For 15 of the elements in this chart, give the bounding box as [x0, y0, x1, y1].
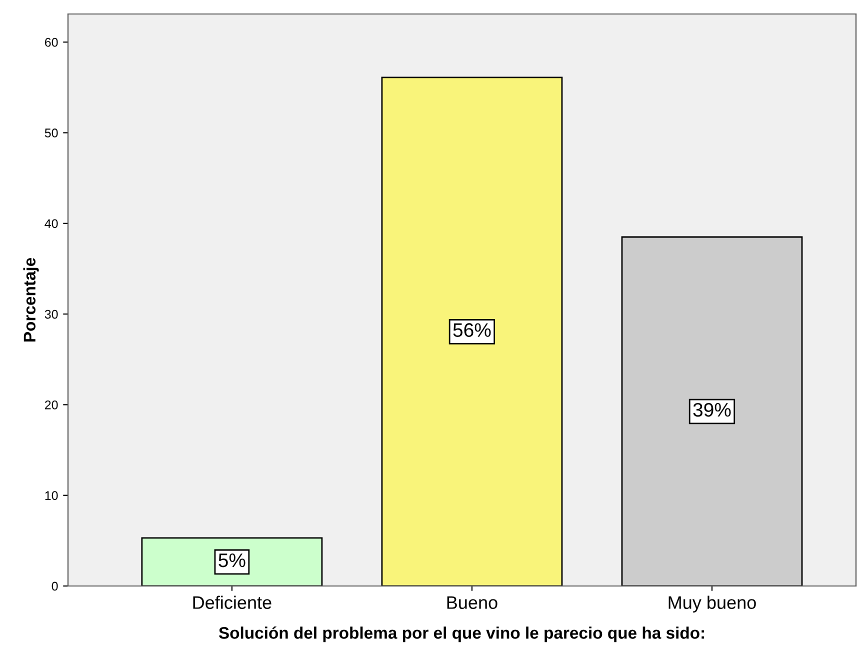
x-tick-label: Deficiente [193, 596, 272, 609]
y-tick-label: 20 [45, 400, 58, 410]
data-label: 56% [453, 323, 491, 337]
y-tick-label: 10 [45, 491, 58, 500]
x-axis-title: Solución del problema por el que vino le parecio que ha sido: [218, 626, 704, 642]
y-axis-title: Porcentaje [23, 258, 39, 342]
x-tick-label: Muy bueno [668, 596, 756, 613]
data-label: 39% [693, 402, 731, 417]
y-tick-label: 0 [52, 582, 58, 591]
x-tick-label: Bueno [447, 596, 498, 609]
y-tick-label: 30 [44, 310, 58, 319]
y-tick-label: 60 [45, 38, 58, 47]
y-tick-label: 50 [44, 128, 58, 138]
y-tick-label: 40 [44, 219, 58, 228]
data-label: 5% [218, 554, 246, 568]
